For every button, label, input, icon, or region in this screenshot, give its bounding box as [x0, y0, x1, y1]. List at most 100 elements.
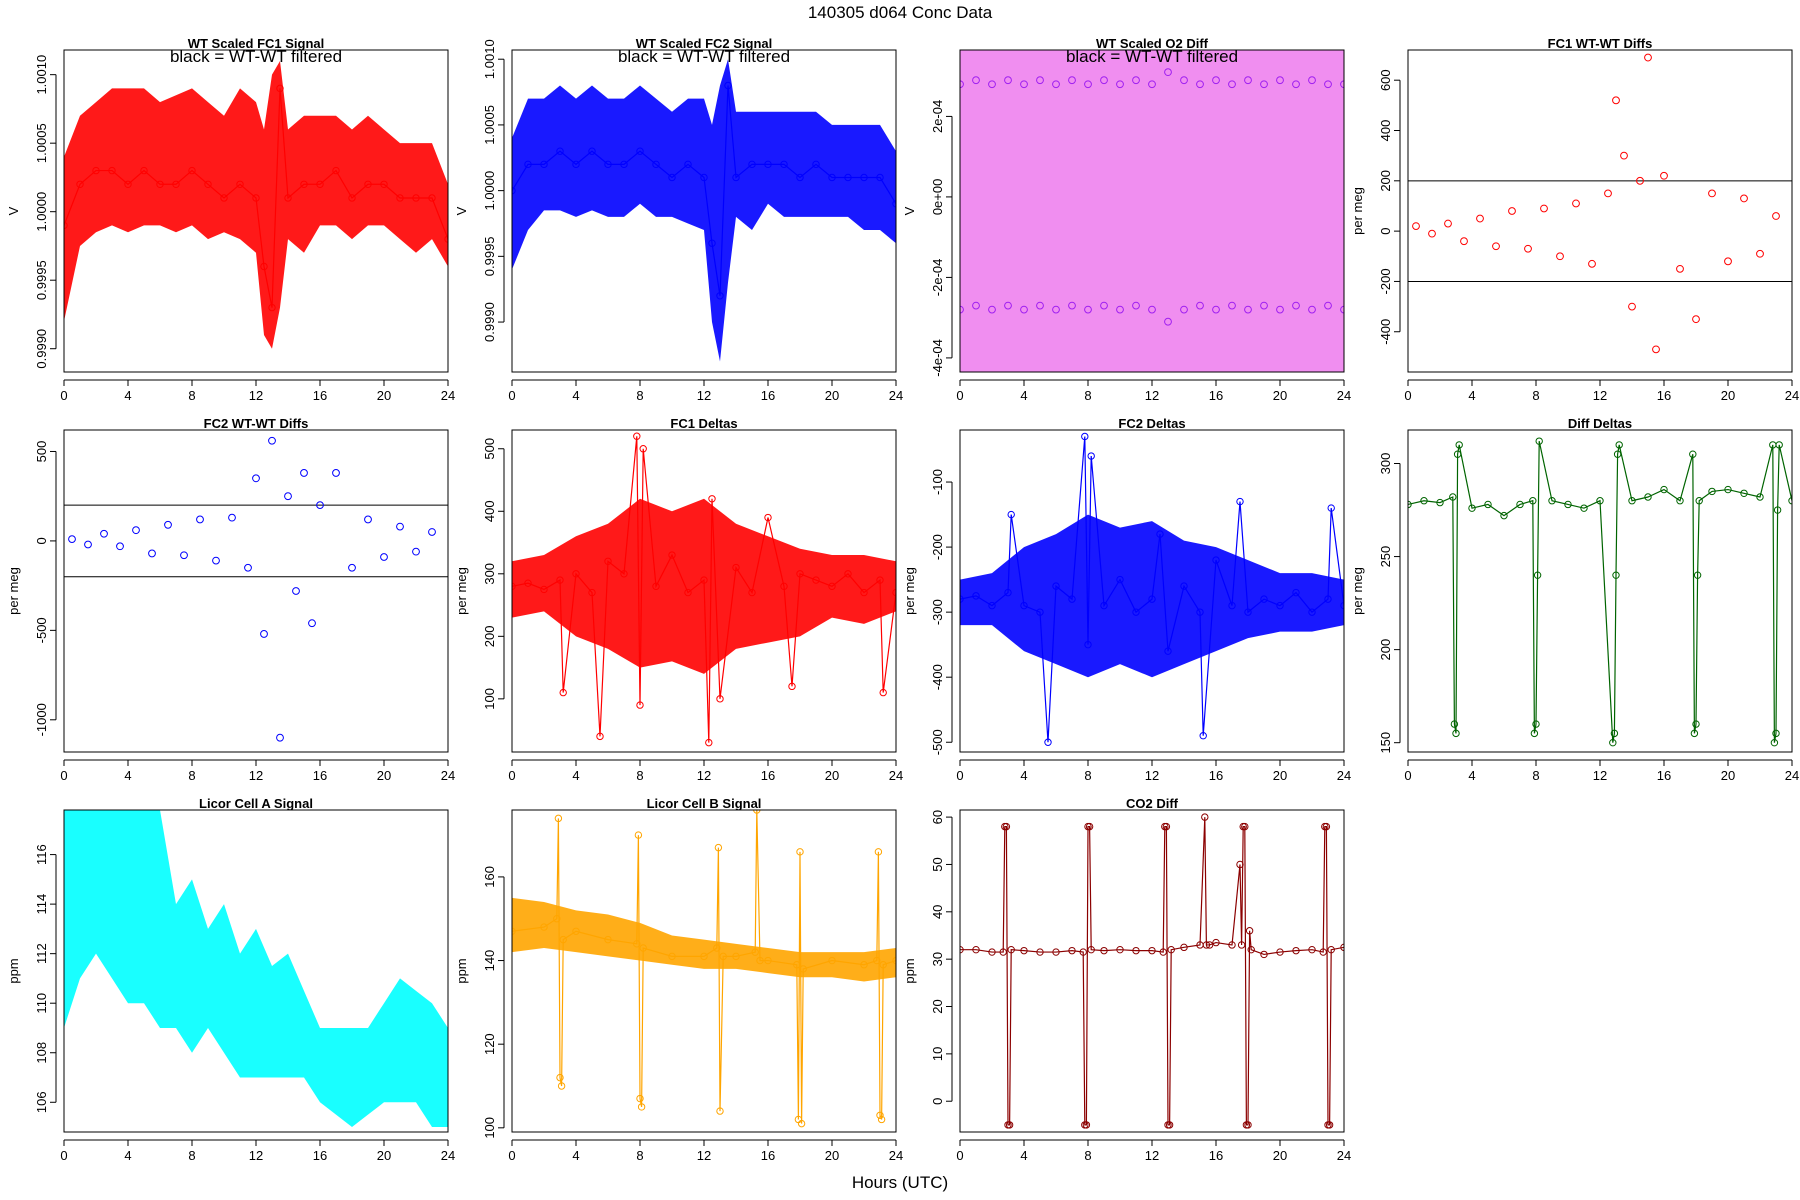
data-point — [700, 576, 708, 584]
data-point — [204, 180, 212, 188]
x-tick-label: 4 — [1468, 388, 1475, 403]
data-point — [716, 292, 724, 300]
data-point — [1324, 80, 1332, 89]
x-tick-label: 16 — [1209, 768, 1223, 783]
y-tick-label: 100 — [482, 688, 497, 710]
x-tick-label: 0 — [508, 1148, 515, 1163]
data-point — [276, 733, 284, 742]
x-tick-label: 16 — [1657, 768, 1671, 783]
data-point — [1084, 80, 1092, 89]
data-point — [1052, 305, 1060, 314]
data-point — [148, 549, 156, 558]
data-point — [412, 547, 420, 556]
y-tick-label: 0.9995 — [482, 236, 497, 276]
panel-title: FC1 WT-WT Diffs — [1548, 36, 1653, 51]
x-tick-label: 16 — [761, 768, 775, 783]
x-tick-label: 8 — [188, 1148, 195, 1163]
panel-title: WT Scaled FC1 Signal — [188, 36, 325, 51]
chart-panel-p10: 0 4 8 12 16 20 24 100 120 140 160 ppm Licor Cell B S… — [454, 796, 903, 1163]
data-point — [116, 542, 124, 551]
data-point — [796, 173, 804, 182]
data-point — [1529, 497, 1537, 505]
data-point — [1100, 76, 1108, 85]
x-tick-label: 20 — [377, 1148, 391, 1163]
data-point — [428, 194, 436, 202]
data-point — [276, 84, 284, 93]
data-point — [988, 601, 996, 610]
data-point — [1244, 305, 1252, 314]
data-point — [1020, 305, 1028, 314]
data-point — [1164, 68, 1172, 77]
data-point — [1082, 1121, 1091, 1129]
data-point — [252, 474, 260, 483]
x-tick-label: 8 — [1084, 768, 1091, 783]
data-point — [652, 582, 660, 591]
data-point — [1004, 588, 1012, 597]
data-point — [1533, 571, 1542, 579]
x-tick-label: 8 — [1532, 388, 1539, 403]
data-point — [268, 303, 276, 312]
data-point — [559, 935, 567, 944]
data-point — [364, 515, 372, 524]
data-point — [1340, 943, 1344, 952]
data-point — [1327, 945, 1335, 954]
data-point — [799, 965, 807, 973]
x-tick-label: 12 — [249, 1148, 263, 1163]
data-point — [1613, 450, 1622, 458]
data-point — [1773, 506, 1782, 514]
data-point — [1412, 222, 1420, 230]
data-point — [724, 81, 732, 90]
data-point — [1450, 720, 1459, 728]
data-point — [1020, 80, 1028, 89]
data-point — [1036, 608, 1044, 616]
data-point — [751, 948, 759, 956]
data-point — [244, 563, 252, 572]
x-tick-label: 16 — [313, 388, 327, 403]
plot-frame — [1407, 429, 1793, 753]
data-point — [844, 570, 852, 578]
x-tick-label: 24 — [1337, 768, 1351, 783]
data-point — [1770, 738, 1779, 747]
data-point — [1660, 171, 1668, 180]
x-tick-label: 4 — [572, 1148, 579, 1163]
data-point — [1636, 176, 1644, 185]
data-point — [1276, 948, 1284, 956]
data-point — [108, 166, 116, 175]
data-point — [1201, 813, 1209, 821]
data-point — [1148, 305, 1156, 314]
panel-subtitle: black = WT-WT filtered — [618, 47, 790, 66]
data-point — [556, 1073, 564, 1082]
data-point — [1002, 822, 1011, 831]
data-point — [260, 630, 268, 638]
data-point — [860, 588, 868, 597]
data-point — [1180, 943, 1188, 952]
data-point — [1455, 441, 1463, 449]
data-point — [1004, 301, 1012, 310]
data-point — [634, 831, 643, 839]
data-point — [1460, 237, 1468, 246]
panel-title: Licor Cell B Signal — [647, 796, 762, 811]
y-tick-label: -200 — [1378, 268, 1393, 294]
data-point — [1530, 729, 1539, 738]
x-tick-label: 24 — [441, 768, 455, 783]
data-point — [1532, 720, 1540, 728]
data-point — [1068, 301, 1076, 310]
data-point — [380, 553, 388, 561]
data-point — [972, 592, 980, 600]
data-point — [1596, 497, 1604, 505]
data-point — [428, 528, 436, 536]
data-point — [1241, 822, 1249, 831]
data-point — [1036, 76, 1044, 85]
data-point — [1068, 76, 1076, 85]
data-point — [1228, 301, 1236, 310]
data-point — [1052, 80, 1060, 89]
x-tick-label: 24 — [889, 1148, 903, 1163]
x-axis: 0 4 8 12 16 20 24 — [508, 379, 903, 403]
data-point — [1676, 264, 1684, 273]
y-tick-label: 500 — [482, 438, 497, 460]
y-tick-label: -500 — [34, 617, 49, 643]
x-tick-label: 24 — [889, 388, 903, 403]
data-point — [1319, 948, 1327, 956]
data-point — [1535, 437, 1543, 445]
data-point — [1740, 489, 1748, 497]
